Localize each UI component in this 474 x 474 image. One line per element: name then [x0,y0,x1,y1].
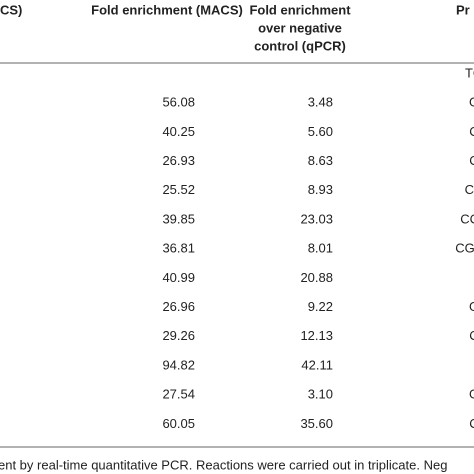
table-cell: 36.81 [162,241,195,256]
table-cell: 35.60 [300,416,333,431]
table-cell: 23.03 [300,211,333,226]
header-cell: over negative [258,20,342,35]
table-cell: 5.60 [308,124,333,139]
table-cell: 8.93 [308,182,333,197]
table-cell: 12.13 [300,328,333,343]
table-cell: 9.22 [308,299,333,314]
table-cell: C [469,328,474,343]
table-cell: TG [465,65,474,80]
table-cell: 3.10 [308,387,333,402]
table-cell: 29.26 [162,328,195,343]
table-cell: G [469,95,474,110]
header-cell: Fold enrichment [249,2,351,17]
table-cell: 26.96 [162,299,195,314]
header-cell: CS) [0,2,22,17]
table-cell: 8.63 [308,153,333,168]
table-cell: 20.88 [300,270,333,285]
table-cell: 26.93 [162,153,195,168]
table-cell: 60.05 [162,416,195,431]
table-cell: 40.99 [162,270,195,285]
header-cell: control (qPCR) [254,38,346,53]
footnote: ent by real-time quantitative PCR. React… [0,457,447,472]
table-cell: G [469,299,474,314]
table-cell: 39.85 [162,211,195,226]
table-cell: 42.11 [301,357,333,372]
table-cell: 25.52 [162,182,195,197]
table-cell: 40.25 [162,124,195,139]
table-cell: 94.82 [162,357,195,372]
table-cell: C [469,416,474,431]
table-cell: 8.01 [308,241,333,256]
table-cell: 56.08 [162,95,195,110]
header-cell: Pr [456,2,470,17]
table-cell: C [469,153,474,168]
table-cell: CGCA [455,241,474,256]
table-cell: G [469,387,474,402]
table-cell: 27.54 [162,387,195,402]
table-cell: CC [465,182,474,197]
table-cell: C [469,124,474,139]
table-cell: 3.48 [308,95,333,110]
table-cell: CCA [460,211,474,226]
header-cell: Fold enrichment (MACS) [91,2,243,17]
